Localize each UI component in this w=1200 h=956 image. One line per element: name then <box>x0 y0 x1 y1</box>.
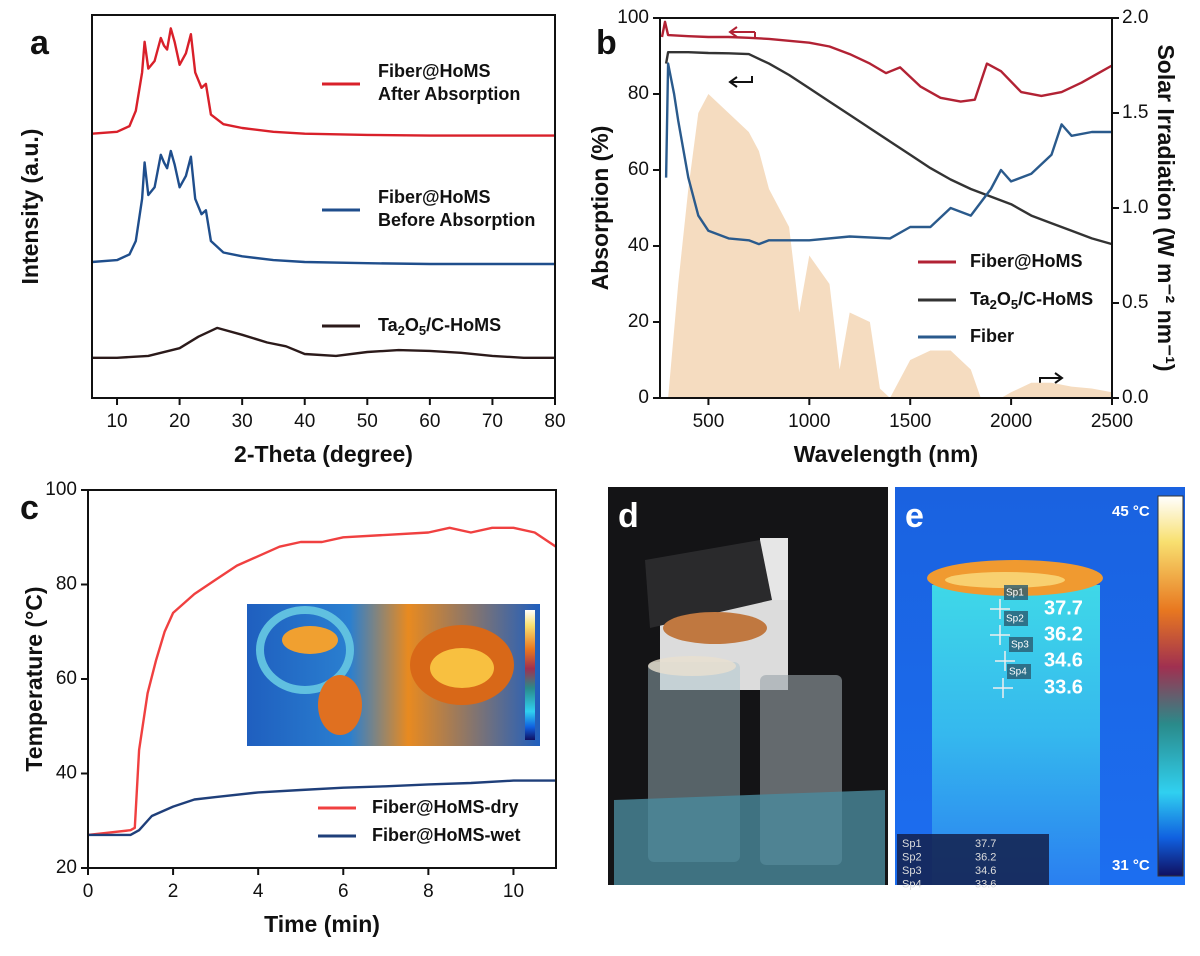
table-value: 34.6 <box>975 865 996 877</box>
y2-tick-label: 0.5 <box>1122 292 1148 313</box>
x-tick-label: 40 <box>294 411 315 432</box>
line <box>87 526 557 837</box>
x-tick-label: 70 <box>482 411 503 432</box>
x-tick-label: 500 <box>693 411 725 432</box>
spot-name: Sp1 <box>1006 588 1024 599</box>
legend-label: Fiber <box>970 326 1014 346</box>
spot-tag <box>1007 664 1031 679</box>
y-axis-label: Intensity (a.u.) <box>17 129 43 285</box>
spot-cross <box>993 678 1013 698</box>
y-tick-label: 60 <box>56 668 77 689</box>
spot-cross <box>995 651 1015 671</box>
y2-axis-label: Solar Irradiation (W m⁻² nm⁻¹) <box>1153 44 1179 371</box>
legend-label: Fiber@HoMS <box>970 251 1083 271</box>
x-tick-label: 2500 <box>1091 411 1133 432</box>
y-tick-label: 0 <box>638 387 649 408</box>
x-tick-label: 1500 <box>889 411 931 432</box>
line <box>92 326 555 359</box>
scale-max: 45 °C <box>1112 503 1150 520</box>
x-tick-label: 50 <box>357 411 378 432</box>
x-axis-label: Wavelength (nm) <box>794 441 978 467</box>
line <box>664 62 1112 246</box>
x-axis-label: Time (min) <box>264 911 380 937</box>
panel-label: e <box>905 497 924 535</box>
plot-frame <box>91 14 556 399</box>
scale-min: 31 °C <box>1112 857 1150 874</box>
spot-value: 34.6 <box>1044 649 1083 671</box>
legend-label: Ta2O5/C-HoMS <box>378 315 501 339</box>
spot-tag <box>1004 611 1028 626</box>
x-tick-label: 80 <box>544 411 565 432</box>
y-tick-label: 20 <box>628 311 649 332</box>
line <box>91 27 555 137</box>
y-tick-label: 40 <box>56 763 77 784</box>
thermal-panel: 45 °C 31 °C e Sp1 37.7 Sp1 37.7 Sp2 36.2 Sp2 36… <box>895 487 1185 890</box>
spot-value: 37.7 <box>1044 597 1083 619</box>
table-value: 36.2 <box>975 851 996 863</box>
spot-name: Sp3 <box>1011 640 1029 651</box>
x-tick-label: 2000 <box>990 411 1032 432</box>
spot-tag <box>1009 637 1033 652</box>
legend-label: Fiber@HoMS-dry <box>372 797 519 817</box>
panel-label: c <box>20 489 39 527</box>
line <box>660 20 1113 103</box>
line <box>88 779 556 837</box>
panel-label: a <box>30 24 50 62</box>
y-tick-label: 80 <box>56 574 77 595</box>
spot-value: 36.2 <box>1044 623 1083 645</box>
photo-panel: d <box>608 487 888 885</box>
y-tick-label: 100 <box>617 7 649 28</box>
legend-label: Fiber@HoMS Before Absorption <box>378 187 535 230</box>
x-tick-label: 20 <box>169 411 190 432</box>
legend-label: Fiber@HoMS-wet <box>372 825 521 845</box>
x-tick-label: 1000 <box>788 411 830 432</box>
panel-label: d <box>618 497 639 535</box>
table-value: 37.7 <box>975 838 996 850</box>
inset-image <box>247 604 540 746</box>
x-tick-label: 2 <box>168 881 179 902</box>
table-name: Sp2 <box>902 851 922 863</box>
spot-value: 33.6 <box>1044 676 1083 698</box>
legend-label: Fiber@HoMS After Absorption <box>378 61 520 104</box>
y-tick-label: 60 <box>628 159 649 180</box>
y2-tick-label: 0.0 <box>1122 387 1148 408</box>
table-name: Sp3 <box>902 865 922 877</box>
y2-tick-label: 2.0 <box>1122 7 1148 28</box>
area <box>668 94 1112 398</box>
panel-label: b <box>596 24 617 62</box>
x-tick-label: 6 <box>338 881 349 902</box>
x-tick-label: 0 <box>83 881 94 902</box>
x-axis-label: 2-Theta (degree) <box>234 441 413 467</box>
x-tick-label: 10 <box>503 881 524 902</box>
spot-cross <box>990 625 1010 645</box>
legend-label: Ta2O5/C-HoMS <box>970 289 1093 313</box>
y-tick-label: 20 <box>56 857 77 878</box>
y-axis-label: Absorption (%) <box>587 126 613 291</box>
y-tick-label: 40 <box>628 235 649 256</box>
x-tick-label: 30 <box>232 411 253 432</box>
x-tick-label: 10 <box>106 411 127 432</box>
y2-tick-label: 1.0 <box>1122 197 1148 218</box>
y-tick-label: 80 <box>628 83 649 104</box>
y2-tick-label: 1.5 <box>1122 102 1148 123</box>
x-tick-label: 8 <box>423 881 434 902</box>
spot-name: Sp4 <box>1009 667 1027 678</box>
x-tick-label: 4 <box>253 881 264 902</box>
line <box>91 149 555 266</box>
table-name: Sp1 <box>902 838 922 850</box>
spot-tag <box>1004 585 1028 600</box>
x-tick-label: 60 <box>419 411 440 432</box>
spot-cross <box>990 599 1010 619</box>
y-tick-label: 100 <box>45 479 77 500</box>
y-axis-label: Temperature (°C) <box>21 586 47 771</box>
table-name: Sp4 <box>902 878 922 890</box>
line <box>664 51 1113 246</box>
table-value: 33.6 <box>975 878 996 890</box>
spot-name: Sp2 <box>1006 614 1024 625</box>
